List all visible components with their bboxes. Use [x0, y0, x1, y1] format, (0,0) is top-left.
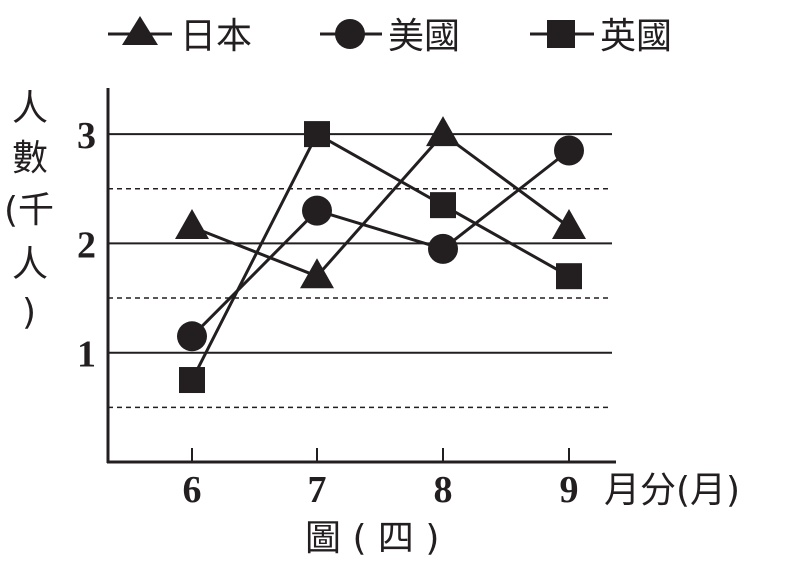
- legend: 日本 美國 英國: [108, 16, 672, 57]
- square-marker-icon: [547, 20, 575, 48]
- y-axis-label-char-2: 數: [12, 138, 48, 179]
- legend-label-usa: 美國: [388, 16, 460, 57]
- figure-caption: 圖 ( 四 ): [305, 518, 439, 559]
- series-markers: [175, 116, 586, 394]
- legend-label-japan: 日本: [180, 16, 252, 57]
- series-line-1: [190, 149, 570, 338]
- triangle-marker-icon: [122, 16, 158, 45]
- x-tick-label-8: 8: [434, 469, 453, 511]
- y-axis-label-char-1: 人: [12, 88, 48, 129]
- x-tick-labels: 6 7 8 9: [183, 469, 579, 511]
- grid: [108, 133, 612, 409]
- circle-marker-icon: [335, 19, 365, 49]
- data-point-square-8: [430, 192, 456, 219]
- data-point-triangle-6: [175, 209, 209, 240]
- y-axis-label-char-3: (千: [4, 190, 54, 231]
- x-axis-label: 月分(月): [604, 470, 740, 511]
- data-point-triangle-8: [426, 116, 460, 147]
- x-tick-label-6: 6: [183, 469, 202, 511]
- x-tick-label-9: 9: [560, 469, 579, 511]
- data-point-triangle-9: [552, 209, 586, 240]
- legend-item-uk: 英國: [530, 16, 672, 57]
- legend-label-uk: 英國: [600, 16, 672, 57]
- data-point-circle-6: [177, 321, 207, 352]
- y-tick-label-3: 3: [77, 115, 96, 157]
- data-point-circle-9: [554, 135, 584, 166]
- legend-item-usa: 美國: [320, 16, 460, 57]
- series-line-2: [190, 132, 570, 381]
- data-point-square-9: [556, 263, 582, 290]
- y-axis-label-char-4: 人: [12, 244, 48, 285]
- data-point-circle-8: [428, 233, 458, 264]
- y-axis-label: 人 數 (千 人 ): [4, 88, 54, 333]
- axes: [106, 88, 616, 464]
- y-tick-label-2: 2: [77, 224, 96, 266]
- x-tick-label-7: 7: [308, 469, 327, 511]
- data-point-circle-7: [302, 195, 332, 226]
- series-line-0: [191, 132, 570, 278]
- data-point-triangle-7: [300, 258, 334, 289]
- data-point-square-6: [179, 367, 205, 394]
- y-axis-label-char-5: ): [22, 292, 36, 333]
- data-point-square-7: [304, 121, 330, 148]
- legend-item-japan: 日本: [108, 16, 252, 57]
- y-tick-label-1: 1: [77, 334, 96, 376]
- series-lines: [190, 132, 570, 381]
- y-tick-labels: 1 2 3: [77, 115, 96, 376]
